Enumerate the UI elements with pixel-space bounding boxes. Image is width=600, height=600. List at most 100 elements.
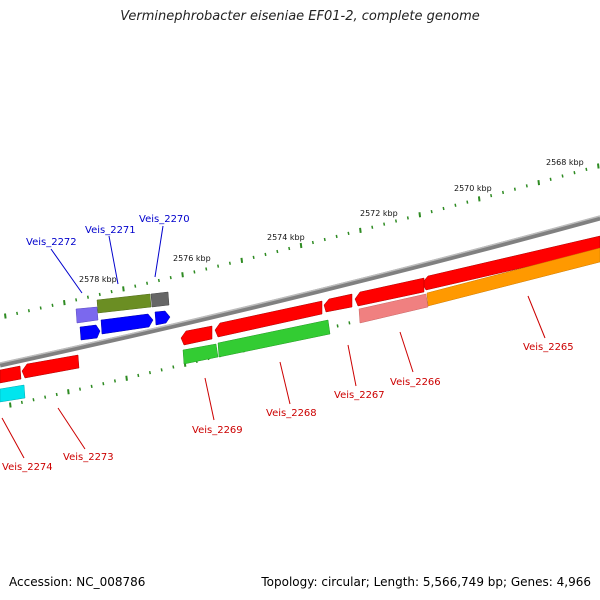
genome-backbone [0,215,600,368]
gene-labels: Veis_2265 Veis_2266 Veis_2267 Veis_2268 … [2,214,574,473]
inner-ring-tick [172,365,175,369]
gene-veis-2272-arrow[interactable] [79,324,101,341]
inner-ring-tick [125,375,128,381]
inner-ring-tick [148,371,151,375]
outer-ring-tick [86,295,89,299]
outer-ring-tick [193,270,196,274]
tick-label-2578: 2578 kbp [79,275,117,284]
inner-ring-tick [336,324,339,328]
label-veis-2267[interactable]: Veis_2267 [334,390,385,401]
gene-veis-2268-arrow[interactable] [214,300,323,338]
label-veis-2271[interactable]: Veis_2271 [85,225,136,236]
outer-ring-tick [477,196,481,202]
reverse-feature-track [75,291,171,341]
cds-veis-2266[interactable] [358,293,429,324]
cds-veis-2268[interactable] [217,319,331,358]
feature-veis-2270[interactable] [150,291,170,308]
outer-ring-tick [359,227,362,233]
outer-ring-tick [466,200,469,204]
inner-ring-tick [90,384,93,389]
outer-ring-tick [217,264,220,268]
leader-veis-2268 [279,361,291,405]
outer-ring-tick [335,234,338,239]
leader-veis-2270 [154,225,164,278]
inner-ring-tick [44,395,47,399]
outer-ring-tick [442,206,445,211]
outer-ring-tick [228,261,231,265]
outer-ring-tick [264,252,267,257]
outer-ring-tick [597,163,600,169]
outer-ring-tick [63,300,66,306]
leader-veis-2269 [204,377,215,421]
outer-ring-tick [110,290,113,294]
outer-ring-tick [252,255,255,260]
inner-ring-tick [137,373,140,378]
inner-ring-tick [348,321,351,325]
genome-backbone-highlight [0,215,600,364]
outer-ring-tick [39,306,42,310]
inner-ring-tick [160,368,163,372]
outer-ring-tick [146,281,149,285]
outer-ring-tick [169,275,172,280]
cds-veis-2271[interactable] [96,293,152,314]
label-veis-2272[interactable]: Veis_2272 [26,237,77,248]
inner-ring-tick [78,387,82,391]
inner-ring-tick [102,382,105,386]
outer-ring-tick [16,311,19,315]
label-veis-2273[interactable]: Veis_2273 [63,452,114,463]
accession-label: Accession: NC_008786 [9,575,146,589]
label-veis-2274[interactable]: Veis_2274 [2,462,53,473]
outer-ring-tick [525,184,528,188]
leader-veis-2273 [57,407,86,450]
outer-tick-ring [4,163,600,319]
gene-veis-2267-arrow[interactable] [323,293,353,313]
outer-ring-tick [27,309,30,313]
label-veis-2268[interactable]: Veis_2268 [266,408,317,419]
label-veis-2269[interactable]: Veis_2269 [192,425,243,436]
leader-veis-2272 [50,248,83,294]
forward-cds-track [0,247,600,403]
outer-ring-tick [134,284,137,288]
outer-ring-tick [549,177,552,181]
forward-gene-track [0,235,600,384]
outer-ring-tick [513,187,516,191]
gene-veis-2266-arrow[interactable] [354,277,425,307]
outer-ring-tick [585,167,588,171]
inner-ring-tick [20,400,23,405]
outer-ring-tick [122,286,125,292]
outer-ring-tick [276,249,279,254]
label-veis-2266[interactable]: Veis_2266 [390,377,441,388]
inner-ring-tick [113,379,116,383]
cds-veis-2272[interactable] [75,306,99,324]
outer-ring-tick [371,225,374,229]
gene-veis-2270-arrow[interactable] [154,310,171,326]
gene-veis-2274-arrow[interactable] [0,365,22,384]
leader-veis-2274 [1,417,25,459]
gene-veis-2271-arrow[interactable] [100,313,154,335]
outer-ring-tick [157,278,160,283]
map-title: Verminephrobacter eiseniae EF01-2, compl… [120,9,480,24]
outer-ring-tick [181,272,184,278]
outer-ring-tick [4,313,7,319]
label-leader-lines [1,225,546,459]
label-veis-2265[interactable]: Veis_2265 [523,342,574,353]
outer-ring-tick [406,216,409,220]
outer-ring-tick [501,190,505,195]
label-veis-2270[interactable]: Veis_2270 [139,214,190,225]
outer-ring-tick [430,209,433,214]
inner-ring-tick [32,398,35,402]
leader-veis-2267 [347,344,357,387]
cds-veis-2265[interactable] [426,247,600,307]
outer-ring-tick [299,242,303,249]
genome-summary: Topology: circular; Length: 5,566,749 bp… [261,575,591,589]
gene-veis-2273-arrow[interactable] [21,354,80,379]
outer-ring-tick [323,237,326,242]
tick-label-2570: 2570 kbp [454,184,492,193]
tick-label-2574: 2574 kbp [267,233,305,242]
gene-veis-2269-arrow[interactable] [180,325,213,346]
inner-ring-tick [67,389,70,395]
outer-ring-tick [418,212,422,218]
cds-veis-2269[interactable] [182,343,219,365]
cds-veis-2274[interactable] [0,384,26,403]
